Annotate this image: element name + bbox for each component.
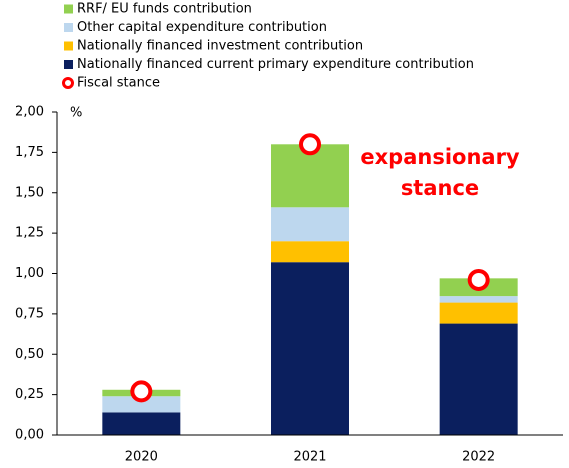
bar-segment <box>271 207 349 242</box>
y-tick-label: 2,00 <box>15 105 44 120</box>
bar-segment <box>439 302 518 324</box>
y-tick-label: 0,50 <box>15 347 44 362</box>
annotation: expansionary <box>360 145 520 169</box>
legend-label: Nationally financed investment contribut… <box>77 39 363 54</box>
legend-label: Nationally financed current primary expe… <box>77 57 474 72</box>
y-tick-label: 0,75 <box>15 306 44 321</box>
legend-label: RRF/ EU funds contribution <box>77 2 252 17</box>
legend-label: Fiscal stance <box>77 76 160 91</box>
y-tick-label: 1,75 <box>15 145 44 160</box>
y-tick-label: 0,00 <box>15 428 44 443</box>
legend-swatch <box>64 4 73 14</box>
x-tick-label: 2021 <box>293 450 326 465</box>
y-unit: % <box>70 106 82 121</box>
bar-segment <box>439 296 518 303</box>
stance-marker <box>130 380 153 403</box>
bar-segment <box>271 241 349 263</box>
legend-swatch <box>64 60 73 69</box>
y-tick-label: 0,25 <box>15 387 44 402</box>
stance-marker <box>299 133 321 156</box>
bar-segment <box>439 323 518 435</box>
legend-label: Other capital expenditure contribution <box>77 20 327 35</box>
y-tick-label: 1,25 <box>15 226 44 241</box>
bar-segment <box>271 262 349 435</box>
bar-segment <box>102 396 181 413</box>
legend-marker <box>62 77 74 89</box>
y-tick-label: 1,00 <box>15 266 44 281</box>
stance-marker <box>467 268 490 291</box>
x-tick-label: 2022 <box>462 450 495 465</box>
annotation: stance <box>401 176 479 200</box>
legend-swatch <box>64 41 73 51</box>
bar-segment <box>102 412 181 435</box>
y-tick-label: 1,50 <box>15 185 44 200</box>
x-tick-label: 2020 <box>125 450 158 465</box>
legend-swatch <box>64 23 73 32</box>
